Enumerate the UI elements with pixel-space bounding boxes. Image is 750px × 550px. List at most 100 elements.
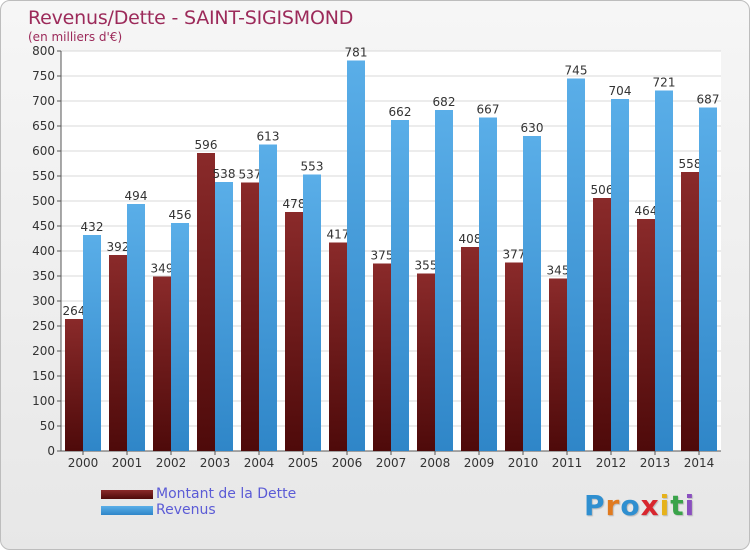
- bar-dette: [593, 198, 611, 451]
- legend-swatch-debt: [101, 490, 153, 499]
- bar-revenus: [435, 110, 453, 451]
- x-tick-label: 2014: [684, 456, 715, 470]
- logo-letter: t: [670, 489, 685, 522]
- x-tick-label: 2005: [288, 456, 319, 470]
- bar-dette: [285, 212, 303, 451]
- data-label: 596: [195, 138, 218, 152]
- data-label: 375: [371, 249, 394, 263]
- y-tick-label: 300: [32, 294, 55, 308]
- bar-dette: [373, 263, 391, 451]
- data-label: 538: [213, 167, 236, 181]
- data-label: 392: [107, 240, 130, 254]
- x-tick-label: 2011: [552, 456, 583, 470]
- data-label: 355: [415, 259, 438, 273]
- bar-dette: [637, 219, 655, 451]
- x-tick-label: 2012: [596, 456, 627, 470]
- y-tick-label: 500: [32, 194, 55, 208]
- bar-dette: [153, 276, 171, 451]
- y-tick-label: 250: [32, 319, 55, 333]
- legend-label-debt: Montant de la Dette: [156, 486, 297, 502]
- logo-letter: x: [640, 489, 660, 522]
- y-tick-label: 100: [32, 394, 55, 408]
- bar-revenus: [523, 136, 541, 451]
- bar-dette: [109, 255, 127, 451]
- data-label: 264: [63, 304, 86, 318]
- data-label: 662: [389, 105, 412, 119]
- x-tick-label: 2007: [376, 456, 407, 470]
- legend-swatch-revenus: [101, 506, 153, 515]
- y-tick-label: 550: [32, 169, 55, 183]
- bar-revenus: [215, 182, 233, 451]
- x-tick-label: 2000: [68, 456, 99, 470]
- chart-title: Revenus/Dette - SAINT-SIGISMOND: [28, 7, 354, 29]
- bar-dette: [241, 182, 259, 451]
- x-tick-label: 2008: [420, 456, 451, 470]
- data-label: 506: [591, 183, 614, 197]
- y-tick-label: 350: [32, 269, 55, 283]
- x-tick-label: 2006: [332, 456, 363, 470]
- data-label: 682: [433, 95, 456, 109]
- bar-revenus: [259, 144, 277, 451]
- data-label: 781: [345, 46, 368, 60]
- bar-dette: [549, 278, 567, 451]
- y-tick-label: 800: [32, 44, 55, 58]
- logo-letter: r: [605, 489, 621, 522]
- data-label: 630: [521, 121, 544, 135]
- legend-label-revenus: Revenus: [156, 502, 216, 518]
- bar-revenus: [699, 107, 717, 451]
- y-tick-label: 150: [32, 369, 55, 383]
- data-label: 456: [169, 208, 192, 222]
- data-label: 494: [125, 189, 148, 203]
- bar-revenus: [611, 99, 629, 451]
- logo-letter: i: [659, 489, 671, 522]
- bar-revenus: [303, 174, 321, 451]
- proxiti-logo: Proxiti: [584, 489, 695, 522]
- y-tick-label: 650: [32, 119, 55, 133]
- bar-dette: [197, 153, 215, 451]
- bar-revenus: [655, 90, 673, 451]
- data-label: 745: [565, 64, 588, 78]
- y-tick-label: 200: [32, 344, 55, 358]
- data-label: 377: [503, 248, 526, 262]
- logo-letter: P: [584, 489, 606, 522]
- data-label: 464: [635, 204, 658, 218]
- bar-dette: [329, 242, 347, 451]
- data-label: 687: [697, 93, 720, 107]
- logo-letter: i: [684, 489, 696, 522]
- y-tick-label: 50: [40, 419, 55, 433]
- x-tick-label: 2004: [244, 456, 275, 470]
- y-tick-label: 400: [32, 244, 55, 258]
- data-label: 721: [653, 76, 676, 90]
- data-label: 349: [151, 262, 174, 276]
- y-tick-label: 450: [32, 219, 55, 233]
- y-tick-label: 600: [32, 144, 55, 158]
- x-tick-label: 2013: [640, 456, 671, 470]
- x-tick-label: 2002: [156, 456, 187, 470]
- y-tick-label: 0: [47, 444, 55, 458]
- logo-letter: o: [620, 489, 641, 522]
- bar-dette: [505, 262, 523, 451]
- bar-revenus: [567, 78, 585, 451]
- bar-dette: [681, 172, 699, 451]
- chart-subtitle: (en milliers d'€): [28, 30, 123, 44]
- data-label: 613: [257, 130, 280, 144]
- bar-revenus: [479, 117, 497, 451]
- bar-dette: [65, 319, 83, 451]
- x-tick-label: 2010: [508, 456, 539, 470]
- bar-revenus: [347, 60, 365, 451]
- data-label: 558: [679, 157, 702, 171]
- x-tick-label: 2003: [200, 456, 231, 470]
- data-label: 537: [239, 168, 262, 182]
- data-label: 345: [547, 264, 570, 278]
- x-tick-label: 2001: [112, 456, 143, 470]
- bar-dette: [461, 247, 479, 451]
- x-tick-label: 2009: [464, 456, 495, 470]
- data-label: 408: [459, 232, 482, 246]
- data-label: 478: [283, 197, 306, 211]
- data-label: 553: [301, 160, 324, 174]
- bar-revenus: [83, 235, 101, 451]
- data-label: 432: [81, 220, 104, 234]
- y-tick-label: 750: [32, 69, 55, 83]
